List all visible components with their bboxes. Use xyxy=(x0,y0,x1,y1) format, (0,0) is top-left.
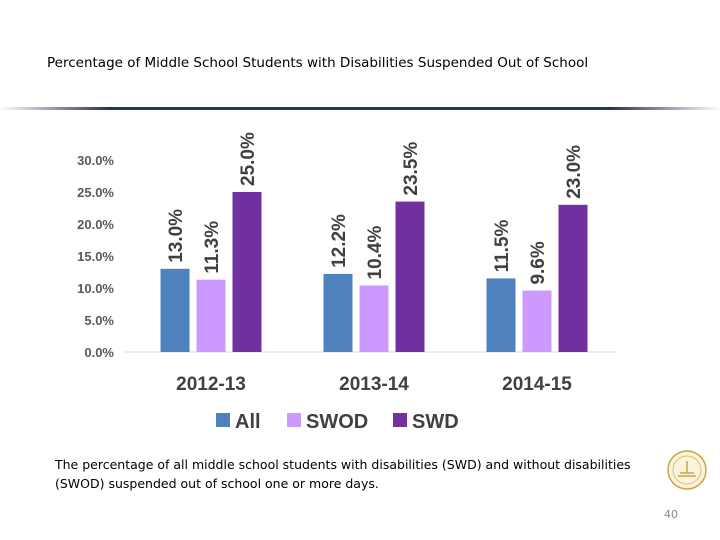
y-tick-label: 10.0% xyxy=(77,281,114,296)
slide-caption: The percentage of all middle school stud… xyxy=(55,457,631,491)
legend-label: All xyxy=(235,411,261,433)
y-tick-label: 30.0% xyxy=(77,153,114,168)
y-tick-label: 5.0% xyxy=(84,313,114,328)
page-number: 40 xyxy=(664,508,678,521)
bar-swd xyxy=(558,204,588,352)
data-label: 13.0% xyxy=(166,209,187,263)
bar-swod xyxy=(359,285,389,352)
x-tick-label: 2013-14 xyxy=(339,374,409,395)
legend-swatch xyxy=(216,413,230,427)
legend-swatch xyxy=(287,413,301,427)
bar-all xyxy=(160,268,190,352)
x-tick-label: 2014-15 xyxy=(502,374,572,395)
bar-swd xyxy=(395,201,425,352)
data-label: 11.5% xyxy=(492,219,513,272)
bar-swd xyxy=(232,192,262,352)
seal-logo-icon xyxy=(667,450,707,490)
bar-swod xyxy=(522,290,552,352)
title-divider xyxy=(0,107,720,110)
bar-all xyxy=(486,278,516,352)
data-label: 23.5% xyxy=(401,142,422,196)
data-label: 23.0% xyxy=(564,145,585,199)
legend-swatch xyxy=(393,413,407,427)
x-tick-label: 2012-13 xyxy=(176,374,246,395)
bar-swod xyxy=(196,279,226,352)
y-tick-label: 25.0% xyxy=(77,185,114,200)
y-tick-label: 20.0% xyxy=(77,217,114,232)
slide-title: Percentage of Middle School Students wit… xyxy=(47,55,589,71)
data-label: 12.2% xyxy=(329,214,350,268)
data-label: 25.0% xyxy=(238,132,259,186)
legend-label: SWD xyxy=(412,411,459,433)
bar-chart: 0.0% 5.0% 10.0% 15.0% 20.0% 25.0% 30.0% 2012-13… xyxy=(77,132,617,433)
data-label: 10.4% xyxy=(365,225,386,279)
data-label: 9.6% xyxy=(528,241,549,284)
y-tick-label: 15.0% xyxy=(77,249,114,264)
data-label: 11.3% xyxy=(202,221,223,274)
y-tick-label: 0.0% xyxy=(84,345,114,360)
bar-all xyxy=(323,273,353,352)
legend-label: SWOD xyxy=(306,411,368,433)
